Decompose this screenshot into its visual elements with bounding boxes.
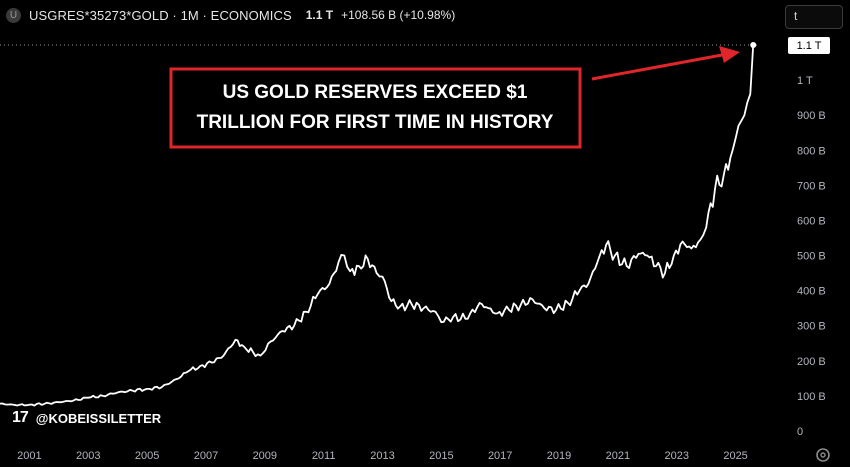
brand-handle: @KOBEISSILETTER — [35, 410, 162, 426]
symbol-search-input[interactable]: t — [785, 5, 843, 29]
series-line-us-gold-reserves — [0, 44, 755, 407]
last-data-point — [750, 42, 757, 48]
x-tick-label: 2021 — [606, 450, 630, 462]
annotation-box — [169, 67, 582, 149]
y-tick-label: 0 — [797, 426, 803, 438]
x-tick-label: 2003 — [76, 450, 100, 462]
x-tick-label: 2005 — [135, 450, 159, 462]
annotation-line-1: US GOLD RESERVES EXCEED $1 — [223, 82, 528, 103]
chart-header: U USGRES*35273*GOLD · 1M · ECONOMICS 1.1… — [6, 4, 455, 26]
y-tick-label: 500 B — [797, 251, 826, 263]
annotation-line-2: TRILLION FOR FIRST TIME IN HISTORY — [197, 112, 554, 133]
x-tick-label: 2023 — [664, 450, 688, 462]
y-tick-label: 300 B — [797, 321, 826, 333]
y-axis: 1 T 900 B 800 B 700 B 600 B 500 B 400 B 300 B 20… — [797, 75, 826, 438]
x-axis: 2001 2003 2005 2007 2009 2011 2013 2015 2017 2019… — [17, 450, 748, 462]
y-tick-label: 700 B — [797, 180, 826, 192]
x-tick-label: 2015 — [429, 450, 453, 462]
brand-footer: 17 @KOBEISSILETTER — [12, 409, 161, 427]
change-value: +108.56 B (+10.98%) — [341, 8, 456, 22]
y-tick-label: 100 B — [797, 391, 826, 403]
annotation-arrowhead — [719, 46, 740, 63]
x-tick-label: 2017 — [488, 450, 512, 462]
x-tick-label: 2009 — [253, 450, 277, 462]
gear-icon[interactable] — [814, 446, 832, 464]
y-tick-label: 900 B — [797, 110, 826, 122]
last-value: 1.1 T — [305, 8, 334, 22]
y-tick-label: 600 B — [797, 215, 826, 227]
x-tick-label: 2019 — [547, 450, 571, 462]
symbol-title[interactable]: USGRES*35273*GOLD · 1M · ECONOMICS — [29, 7, 292, 23]
y-tick-label: 400 B — [797, 286, 826, 298]
price-label-box — [788, 37, 830, 54]
y-tick-label: 1 T — [797, 75, 813, 87]
y-tick-label: 800 B — [797, 145, 826, 157]
x-tick-label: 2011 — [312, 450, 336, 462]
x-tick-label: 2001 — [17, 450, 41, 462]
x-tick-label: 2007 — [194, 450, 218, 462]
y-tick-label: 200 B — [797, 356, 826, 368]
symbol-badge[interactable]: U — [6, 7, 21, 23]
annotation-arrow — [591, 53, 723, 81]
tradingview-logo[interactable]: 17 — [12, 409, 29, 426]
price-label: 1.1 T — [797, 40, 822, 52]
x-tick-label: 2013 — [370, 450, 394, 462]
x-tick-label: 2025 — [723, 450, 747, 462]
